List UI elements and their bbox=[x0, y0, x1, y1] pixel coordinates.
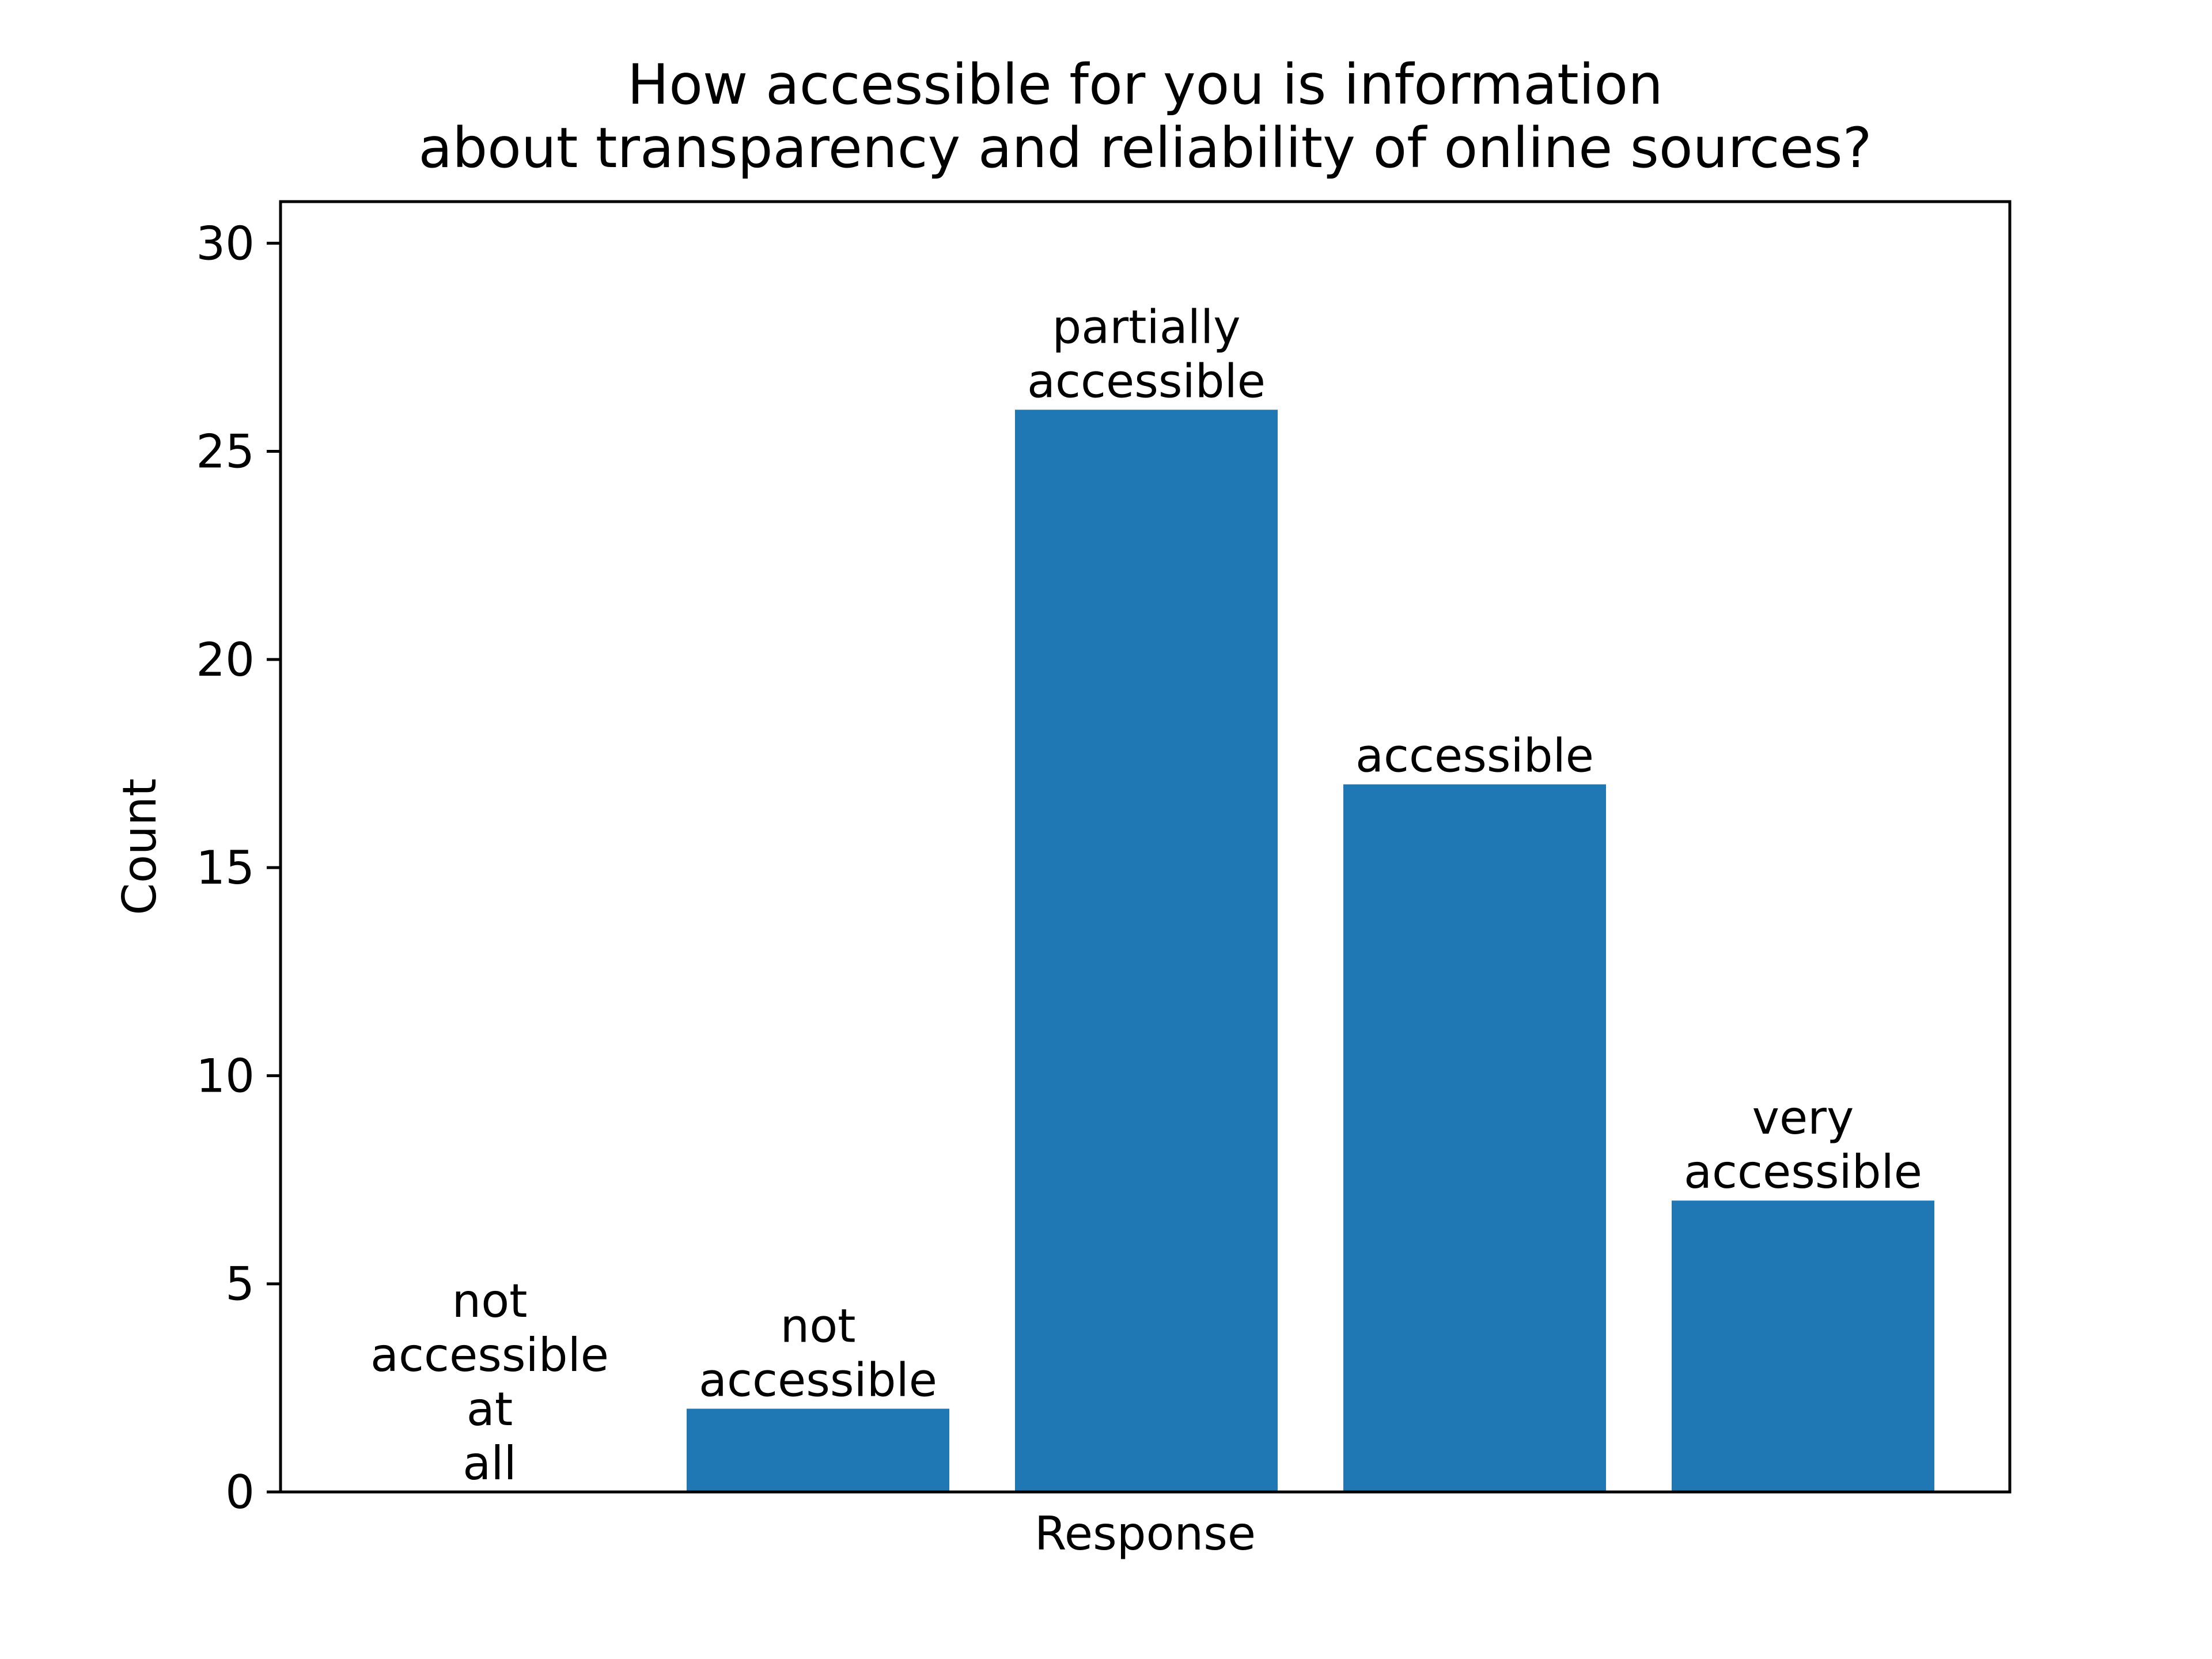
bar-labels-group: notaccessibleatallnotaccessiblepartially… bbox=[370, 300, 1922, 1490]
bar-category-label: at bbox=[467, 1382, 513, 1436]
bar bbox=[687, 1408, 949, 1492]
y-tick-label: 10 bbox=[196, 1049, 255, 1103]
y-tick-label: 5 bbox=[225, 1257, 255, 1311]
bar bbox=[1015, 410, 1278, 1493]
y-tick-label: 25 bbox=[196, 425, 255, 479]
bar-category-label: partially bbox=[1052, 300, 1240, 354]
chart-title-line-2: about transparency and reliability of on… bbox=[418, 116, 1872, 180]
bar-category-label: not bbox=[452, 1274, 527, 1328]
bar bbox=[1672, 1200, 1934, 1492]
bar-category-label: not bbox=[780, 1299, 855, 1353]
chart-title-line-1: How accessible for you is information bbox=[627, 52, 1663, 117]
bar-category-label: accessible bbox=[1027, 354, 1266, 408]
y-tick-label: 0 bbox=[225, 1465, 255, 1519]
bar-category-label: accessible bbox=[1355, 729, 1594, 783]
bar bbox=[1343, 784, 1606, 1492]
bar-category-label: very bbox=[1752, 1091, 1854, 1145]
y-tick-label: 30 bbox=[196, 217, 255, 270]
y-tick-label: 15 bbox=[196, 841, 255, 895]
bar-category-label: accessible bbox=[370, 1328, 609, 1382]
bar-category-label: accessible bbox=[1684, 1145, 1922, 1199]
y-axis: 0 5 10 15 20 25 30 bbox=[196, 217, 281, 1519]
bars-group bbox=[687, 410, 1934, 1493]
y-axis-label: Count bbox=[113, 778, 166, 915]
bar-category-label: all bbox=[463, 1437, 516, 1490]
plot-frame bbox=[279, 200, 2012, 1494]
bar-category-label: accessible bbox=[699, 1353, 937, 1407]
x-axis-label: Response bbox=[1035, 1507, 1256, 1560]
y-tick-label: 20 bbox=[196, 633, 255, 687]
